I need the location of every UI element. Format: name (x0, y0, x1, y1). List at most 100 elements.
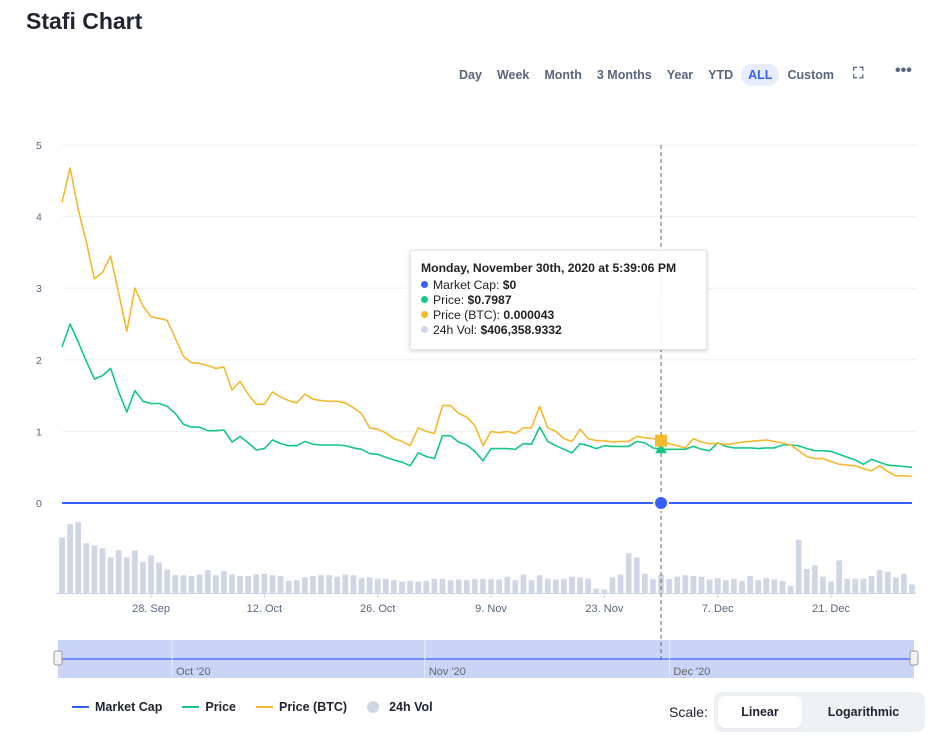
legend-label: Market Cap (95, 700, 163, 714)
legend-line-icon (182, 706, 200, 708)
y-tick-label: 0 (36, 498, 42, 510)
volume-bar (455, 579, 462, 593)
legend-label: Price (BTC) (278, 700, 348, 714)
scale-logarithmic-button[interactable]: Logarithmic (827, 705, 900, 719)
volume-bar (593, 588, 600, 593)
navigator-left-handle[interactable] (53, 650, 63, 666)
range-custom-button[interactable]: Custom (787, 68, 834, 82)
legend-item-market-cap[interactable]: Market Cap (72, 700, 162, 714)
volume-bar (795, 539, 802, 593)
volume-bar (366, 577, 373, 593)
volume-bar (828, 581, 834, 593)
volume-bar (690, 575, 697, 593)
volume-bar (463, 580, 470, 593)
range-all-button[interactable]: ALL (741, 64, 780, 86)
volume-bar (520, 574, 527, 593)
tooltip-title: Monday, November 30th, 2020 at 5:39:06 P… (421, 261, 677, 275)
tooltip-value: $0.7987 (467, 293, 512, 307)
volume-bar (504, 576, 511, 593)
legend-line-icon (72, 706, 89, 708)
tooltip-value: 0.000043 (503, 308, 555, 322)
volume-bar (650, 578, 656, 593)
volume-bar (633, 557, 640, 593)
legend-label: Price (205, 700, 236, 714)
legend-item-price-btc[interactable]: Price (BTC) (255, 700, 348, 714)
volume-bar (204, 570, 211, 593)
range-month-button[interactable]: Month (544, 68, 582, 82)
volume-bar (569, 576, 575, 593)
legend-item-price[interactable]: Price (182, 700, 236, 714)
x-tick-label: 21. Dec (812, 603, 850, 615)
price-dot-icon (421, 296, 428, 303)
volume-bar (382, 578, 389, 593)
volume-bar (836, 560, 842, 593)
range-3-months-button[interactable]: 3 Months (596, 68, 652, 82)
y-axis-ticks: 0 1 2 3 4 5 (36, 140, 42, 510)
tooltip-value: $0 (502, 278, 517, 292)
volume-bar (140, 561, 146, 593)
volume-bar (617, 574, 624, 593)
volume-bar (415, 581, 422, 593)
volume-bar (229, 574, 235, 593)
volume-bar (115, 550, 122, 593)
volume-bar (269, 575, 276, 593)
series-line-price-btc (61, 167, 913, 478)
volume-bar (293, 580, 300, 593)
volume-bar (132, 550, 138, 593)
volume-bar (682, 575, 689, 593)
volume-bar (358, 578, 365, 593)
volume-bar (431, 578, 438, 593)
more-icon[interactable]: ••• (895, 62, 912, 79)
page-title: Stafi Chart (26, 8, 143, 34)
volume-bar (787, 585, 794, 593)
volume-bar (423, 580, 430, 593)
legend-label: 24h Vol (389, 700, 433, 714)
chart-legend: Market Cap Price Price (BTC) 24h Vol (72, 700, 453, 714)
fullscreen-icon[interactable]: ⛶ (853, 65, 863, 82)
volume-bar (779, 580, 786, 593)
volume-bar (285, 580, 292, 593)
volume-bar (706, 579, 713, 593)
price-btc-dot-icon (421, 311, 428, 318)
x-tick-label: 12. Oct (247, 603, 282, 615)
volume-bar (188, 575, 195, 593)
volume-bar (731, 578, 737, 593)
volume-bar (318, 575, 324, 593)
legend-item-24h-vol[interactable]: 24h Vol (367, 700, 433, 714)
range-week-button[interactable]: Week (496, 68, 530, 82)
x-tick-label: 7. Dec (702, 603, 734, 615)
volume-bar (544, 578, 551, 593)
volume-bar (83, 543, 90, 593)
volume-bar (609, 577, 616, 593)
volume-bar (277, 575, 284, 593)
volume-bar (480, 578, 486, 593)
volume-bar (763, 578, 770, 593)
volume-bar (326, 575, 332, 593)
volume-dot-icon (421, 326, 428, 333)
volume-bar (561, 578, 567, 593)
volume-bar (245, 575, 252, 593)
navigator-tick-label: Dec '20 (673, 666, 710, 678)
volume-bar (722, 580, 729, 593)
volume-bar (674, 576, 681, 593)
scale-linear-button[interactable]: Linear (718, 696, 802, 728)
chart-tooltip: Monday, November 30th, 2020 at 5:39:06 P… (410, 250, 707, 350)
volume-bar (658, 574, 664, 593)
volume-bar (334, 576, 341, 593)
grid-lines (62, 144, 916, 432)
y-tick-label: 4 (36, 212, 42, 224)
price-marker (655, 443, 668, 454)
range-year-button[interactable]: Year (666, 68, 694, 82)
volume-bar (528, 580, 535, 593)
range-ytd-button[interactable]: YTD (708, 68, 734, 82)
range-day-button[interactable]: Day (459, 68, 482, 82)
x-tick-label: 28. Sep (132, 603, 170, 615)
tooltip-row-market-cap: Market Cap: $0 (421, 278, 696, 293)
time-range-selector: Day Week Month 3 Months Year YTD ALL Cus… (452, 64, 842, 86)
volume-bar (148, 555, 154, 593)
volume-bar (180, 575, 187, 593)
navigator-right-handle[interactable] (909, 650, 919, 666)
series-line-price (61, 323, 913, 468)
volume-bar (844, 578, 851, 593)
volume-bar (221, 570, 227, 593)
